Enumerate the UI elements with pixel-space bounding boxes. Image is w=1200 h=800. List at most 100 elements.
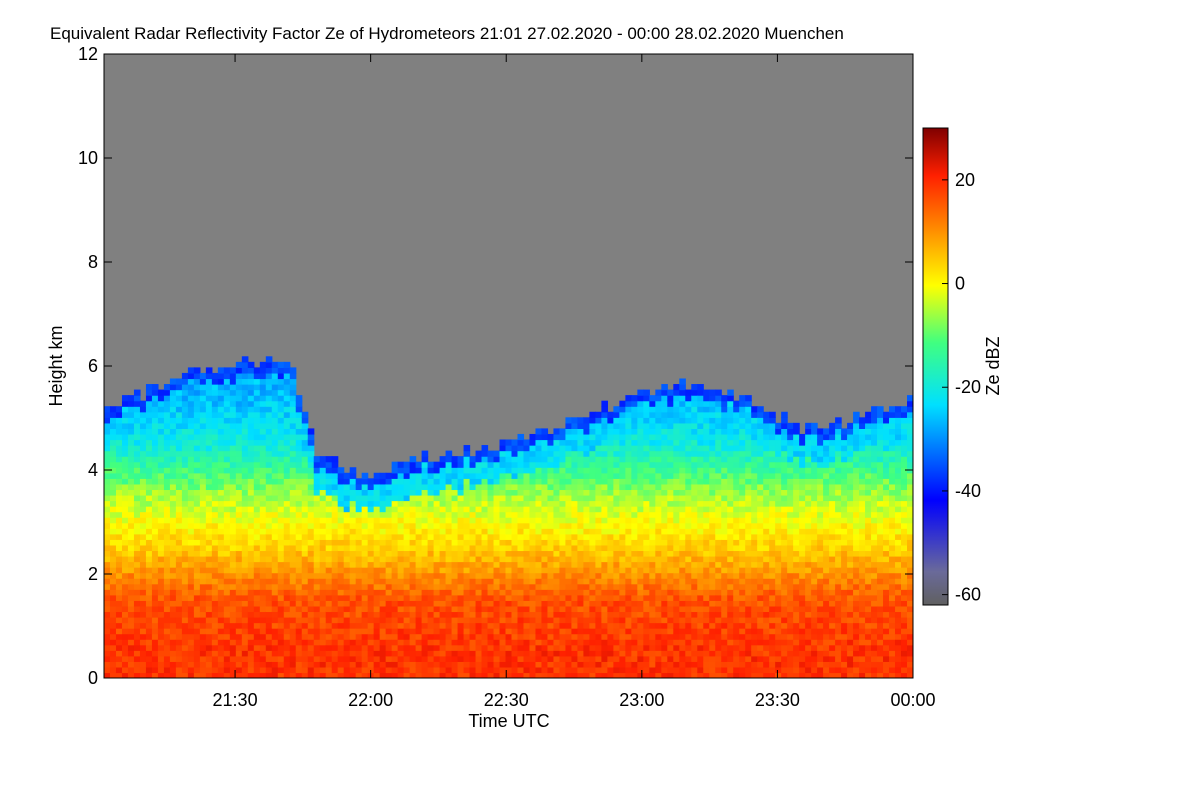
heat-cell (145, 445, 153, 452)
heat-cell (104, 628, 111, 635)
heat-cell (385, 506, 393, 513)
heat-cell (121, 611, 129, 618)
heat-cell (703, 661, 710, 668)
heat-cell (481, 483, 489, 491)
heat-cell (673, 583, 680, 590)
heat-cell (277, 361, 285, 368)
heat-cell (619, 605, 626, 613)
heat-cell (667, 572, 674, 579)
heat-cell (104, 450, 111, 457)
heat-cell (613, 467, 620, 474)
heat-cell (361, 672, 369, 678)
heat-cell (625, 628, 632, 635)
heat-cell (247, 483, 255, 491)
heat-cell (187, 644, 195, 651)
heat-cell (157, 461, 165, 468)
heat-cell (145, 600, 153, 607)
heat-cell (307, 672, 315, 678)
heat-cell (661, 483, 668, 491)
heat-cell (151, 494, 159, 502)
heat-cell (715, 395, 722, 402)
heat-cell (529, 578, 537, 585)
heat-cell (139, 450, 147, 457)
heat-cell (397, 639, 405, 646)
heat-cell (139, 644, 147, 651)
heat-cell (607, 445, 614, 452)
heat-cell (463, 489, 471, 496)
heat-cell (613, 506, 620, 513)
heat-cell (439, 605, 447, 613)
heat-cell (481, 511, 489, 518)
heat-cell (229, 433, 237, 441)
heat-cell (553, 450, 561, 457)
heat-cell (559, 528, 567, 535)
heat-cell (727, 600, 734, 607)
heat-cell (223, 555, 231, 563)
heat-cell (409, 583, 417, 590)
heat-cell (637, 622, 644, 629)
heat-cell (157, 533, 165, 540)
heat-cell (433, 644, 441, 651)
heat-cell (625, 450, 632, 457)
heat-cell (115, 456, 123, 463)
heat-cell (679, 600, 686, 607)
heat-cell (511, 616, 519, 624)
heat-cell (361, 583, 369, 590)
heat-cell (277, 583, 285, 590)
heat-cell (289, 450, 297, 457)
heat-cell (145, 628, 153, 635)
heat-cell (433, 672, 441, 678)
heat-cell (655, 411, 662, 418)
heat-cell (451, 456, 459, 463)
heat-cell (361, 578, 369, 585)
heat-cell (487, 450, 495, 457)
heat-cell (631, 406, 638, 413)
heat-cell (145, 622, 153, 629)
heat-cell (421, 611, 429, 618)
heat-cell (463, 445, 471, 452)
heat-cell (649, 428, 656, 435)
heat-cell (217, 528, 225, 535)
heat-cell (325, 605, 333, 613)
heat-cell (649, 489, 656, 496)
heat-cell (451, 633, 459, 640)
heat-cell (313, 655, 321, 662)
heat-cell (499, 672, 507, 678)
heat-cell (349, 522, 357, 529)
heat-cell (517, 616, 525, 624)
heat-cell (433, 483, 441, 491)
heat-cell (139, 611, 147, 618)
heat-cell (517, 672, 525, 678)
heat-cell (379, 589, 387, 596)
heat-cell (505, 467, 513, 474)
heat-cell (553, 567, 561, 574)
heat-cell (499, 561, 507, 568)
heat-cell (193, 672, 201, 678)
heat-cell (271, 461, 279, 468)
heat-cell (331, 644, 339, 651)
heat-cell (271, 572, 279, 579)
heat-cell (127, 539, 135, 546)
heat-cell (109, 661, 117, 668)
heat-cell (235, 517, 243, 524)
heat-cell (133, 611, 141, 618)
heat-cell (595, 622, 602, 629)
heat-cell (175, 439, 183, 446)
heat-cell (295, 395, 303, 402)
heat-cell (583, 467, 590, 474)
heat-cell (229, 461, 237, 468)
heat-cell (253, 500, 261, 507)
heat-cell (109, 439, 117, 446)
heat-cell (589, 672, 596, 678)
heat-cell (535, 561, 543, 568)
heat-cell (727, 555, 734, 563)
heat-cell (133, 544, 141, 552)
heat-cell (121, 456, 129, 463)
heat-cell (301, 600, 309, 607)
heat-cell (301, 650, 309, 657)
heat-cell (361, 500, 369, 507)
heat-cell (493, 650, 501, 657)
heat-cell (475, 506, 483, 513)
heat-cell (577, 589, 584, 596)
heat-cell (715, 672, 722, 678)
